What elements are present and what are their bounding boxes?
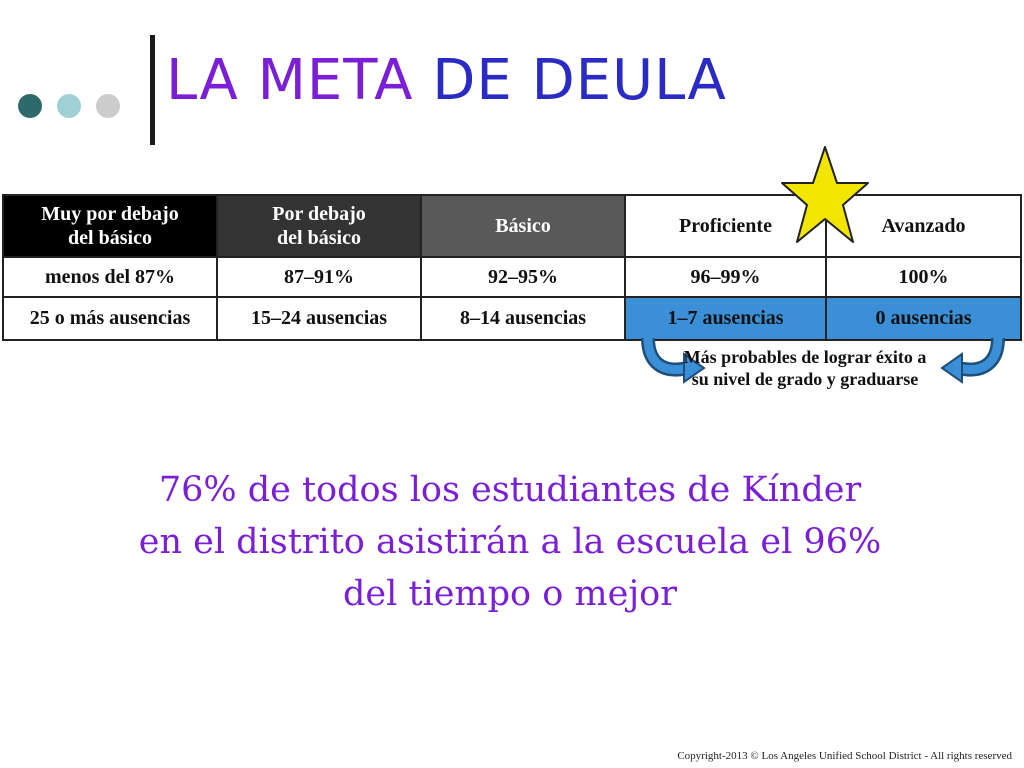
table-row-percentages: menos del 87% 87–91% 92–95% 96–99% 100% xyxy=(2,256,1022,298)
table-cell: 100% xyxy=(825,256,1022,298)
goal-statement-line: 76% de todos los estudiantes de Kínder xyxy=(158,470,862,510)
table-cell-highlight: 0 ausencias xyxy=(825,296,1022,341)
header-proficiente: Proficiente xyxy=(624,194,827,258)
attendance-levels-table: Muy por debajo del básico Por debajo del… xyxy=(2,194,1022,341)
right-curved-arrow-icon xyxy=(956,337,1005,377)
copyright-notice: Copyright-2013 © Los Angeles Unified Sch… xyxy=(677,750,1012,762)
table-cell: menos del 87% xyxy=(2,256,218,298)
table-header-row: Muy por debajo del básico Por debajo del… xyxy=(2,194,1022,258)
header-avanzado: Avanzado xyxy=(825,194,1022,258)
dot-light xyxy=(57,94,81,118)
decorative-dots xyxy=(18,94,120,118)
table-cell: 87–91% xyxy=(216,256,422,298)
success-note: Más probables de lograr éxito a su nivel… xyxy=(683,347,927,389)
goal-statement: 76% de todos los estudiantes de Kínder e… xyxy=(80,464,940,620)
title-part-1: LA META xyxy=(166,48,414,113)
title-divider xyxy=(150,35,155,145)
table-cell: 96–99% xyxy=(624,256,827,298)
title-part-2: DE DEULA xyxy=(413,48,727,113)
table-cell: 92–95% xyxy=(420,256,626,298)
table-cell: 25 o más ausencias xyxy=(2,296,218,341)
dot-dark xyxy=(18,94,42,118)
table-cell: 15–24 ausencias xyxy=(216,296,422,341)
page-title: LA META DE DEULA xyxy=(166,46,727,116)
dot-gray xyxy=(96,94,120,118)
header-por-debajo: Por debajo del básico xyxy=(216,194,422,258)
header-basico: Básico xyxy=(420,194,626,258)
goal-statement-line: en el distrito asistirán a la escuela el… xyxy=(138,522,882,562)
header-muy-por-debajo: Muy por debajo del básico xyxy=(2,194,218,258)
table-cell-highlight: 1–7 ausencias xyxy=(624,296,827,341)
goal-statement-line: del tiempo o mejor xyxy=(343,574,677,614)
table-row-absences: 25 o más ausencias 15–24 ausencias 8–14 … xyxy=(2,296,1022,341)
table-cell: 8–14 ausencias xyxy=(420,296,626,341)
